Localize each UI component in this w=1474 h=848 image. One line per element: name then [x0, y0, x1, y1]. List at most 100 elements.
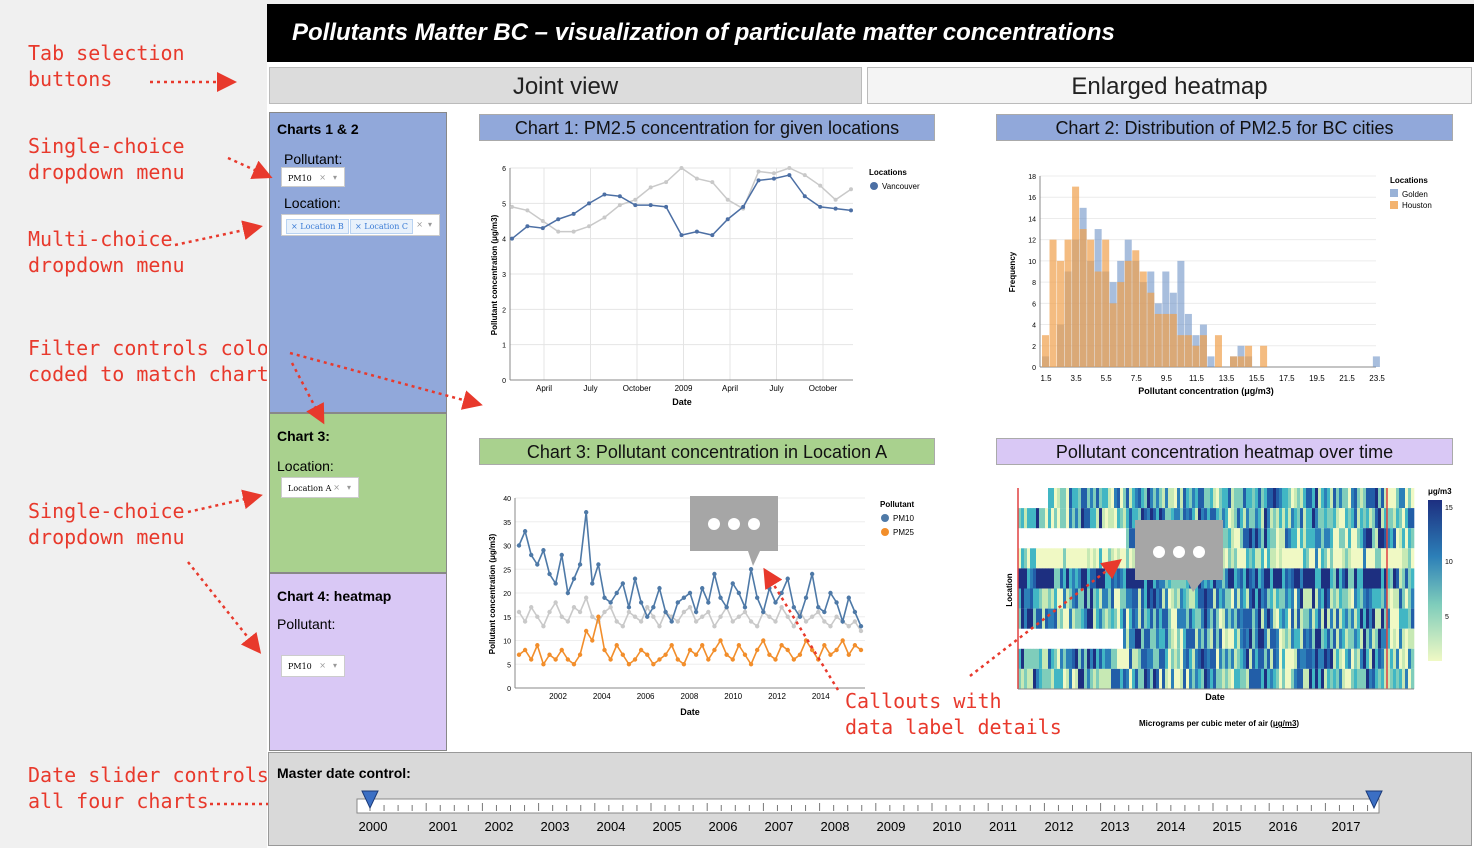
date-slider[interactable]: 2000 2001 2002 2003 2004 2005 2006 2007 2008 2009… [269, 783, 1469, 845]
clear-icon[interactable]: × [319, 173, 326, 182]
heatmap-cell [1024, 568, 1028, 589]
heatmap-cell [1126, 548, 1130, 569]
data-point [785, 614, 790, 619]
heatmap-cell [1078, 568, 1082, 589]
heatmap-cell [1273, 548, 1277, 569]
heatmap-cell [1342, 548, 1346, 569]
chevron-down-icon[interactable]: ▾ [332, 661, 337, 670]
chart-3-xlabel: Date [680, 707, 700, 717]
heatmap-cell [1357, 588, 1361, 609]
heatmap-cell [1081, 608, 1085, 629]
heatmap-cell [1057, 508, 1061, 529]
heatmap-cell [1159, 588, 1163, 609]
chevron-down-icon[interactable]: ▾ [332, 173, 337, 182]
pollutant-dropdown[interactable]: PM10 × ▾ [281, 167, 345, 187]
heatmap-cell [1036, 608, 1040, 629]
heatmap-cell [1381, 508, 1385, 529]
heatmap-cell [1234, 508, 1238, 529]
chevron-down-icon[interactable]: ▾ [427, 220, 432, 229]
slider-track[interactable] [356, 798, 1380, 814]
heatmap-cell [1072, 548, 1076, 569]
slider-year-label: 2017 [1332, 819, 1361, 834]
heatmap-cell [1069, 588, 1073, 609]
heatmap-cell [1249, 668, 1253, 689]
heatmap-cell [1183, 628, 1187, 649]
clear-icon[interactable]: × [319, 661, 326, 670]
slider-handle-start[interactable] [361, 790, 379, 810]
heatmap-cell [1384, 548, 1388, 569]
heatmap-cell [1288, 528, 1292, 549]
heatmap-cell [1372, 488, 1376, 509]
clear-icon[interactable]: × [416, 220, 423, 229]
heatmap-cell [1282, 648, 1286, 669]
tab-joint-view[interactable]: Joint view [269, 67, 862, 104]
heatmap-cell [1243, 528, 1247, 549]
heatmap-cell [1402, 668, 1406, 689]
heatmap-cell [1180, 648, 1184, 669]
heatmap-cell [1237, 648, 1241, 669]
heatmap-cell [1246, 668, 1250, 689]
series-line-1 [511, 167, 852, 233]
heatmap-cell [1237, 628, 1241, 649]
location-multi-dropdown[interactable]: × Location B × Location C × ▾ [281, 214, 440, 236]
heatmap-cell [1180, 508, 1184, 529]
heatmap-cell [1153, 488, 1157, 509]
data-point [809, 571, 815, 577]
heatmap-cell [1303, 488, 1307, 509]
heatmap-cell [1048, 608, 1052, 629]
heatmap-cell [1120, 668, 1124, 689]
heatmap-cell [1189, 668, 1193, 689]
heatmap-cell [1234, 488, 1238, 509]
heatmap-cell [1030, 548, 1034, 569]
location-chip[interactable]: × Location B [286, 219, 349, 234]
heatmap-cell [1339, 528, 1343, 549]
heatmap-cell [1252, 548, 1256, 569]
heatmap-cell [1240, 568, 1244, 589]
y-tick-label: 8 [1032, 280, 1036, 287]
slider-handle-end[interactable] [1365, 790, 1383, 810]
heatmap-cell [1297, 628, 1301, 649]
location-dropdown[interactable]: Location A × ▾ [281, 477, 359, 498]
heatmap-cell [1372, 588, 1376, 609]
heatmap-cell [1333, 548, 1337, 569]
chevron-down-icon[interactable]: ▾ [346, 483, 351, 492]
heatmap-cell [1354, 568, 1358, 589]
heatmap-cell [1021, 608, 1025, 629]
slider-year-label: 2012 [1045, 819, 1074, 834]
data-point [761, 638, 766, 643]
heatmap-cell [1066, 648, 1070, 669]
clear-icon[interactable]: × [333, 483, 340, 492]
heatmap-cell [1249, 548, 1253, 569]
heatmap-cell [1255, 608, 1259, 629]
heatmap-cell [1246, 588, 1250, 609]
histogram-bar [1094, 271, 1102, 367]
heatmap-cell [1093, 648, 1097, 669]
heatmap-cell [1093, 568, 1097, 589]
heatmap-cell [1345, 628, 1349, 649]
heatmap-cell [1225, 608, 1229, 629]
heatmap-cell [1204, 508, 1208, 529]
heatmap-cell [1159, 608, 1163, 629]
heatmap-cell [1177, 488, 1181, 509]
y-tick-label: 18 [1028, 174, 1036, 181]
heatmap-cell [1315, 528, 1319, 549]
data-point [706, 657, 711, 662]
tab-enlarged-heatmap[interactable]: Enlarged heatmap [867, 67, 1472, 104]
location-chip[interactable]: × Location C [350, 219, 414, 234]
heatmap-cell [1399, 588, 1403, 609]
heatmap-cell [1258, 528, 1262, 549]
heatmap-cell [1309, 548, 1313, 569]
heatmap-cell [1189, 588, 1193, 609]
heatmap-cell [1072, 608, 1076, 629]
heatmap-cell [1234, 608, 1238, 629]
histogram-bar [1087, 239, 1095, 367]
slider-year-label: 2000 [359, 819, 388, 834]
pollutant-dropdown[interactable]: PM10 × ▾ [281, 655, 345, 677]
heatmap-cell [1111, 488, 1115, 509]
location-label: Location: [284, 195, 341, 211]
heatmap-cell [1324, 528, 1328, 549]
heatmap-cell [1186, 608, 1190, 629]
data-point [718, 638, 723, 643]
heatmap-cell [1369, 608, 1373, 629]
data-point [846, 595, 851, 600]
